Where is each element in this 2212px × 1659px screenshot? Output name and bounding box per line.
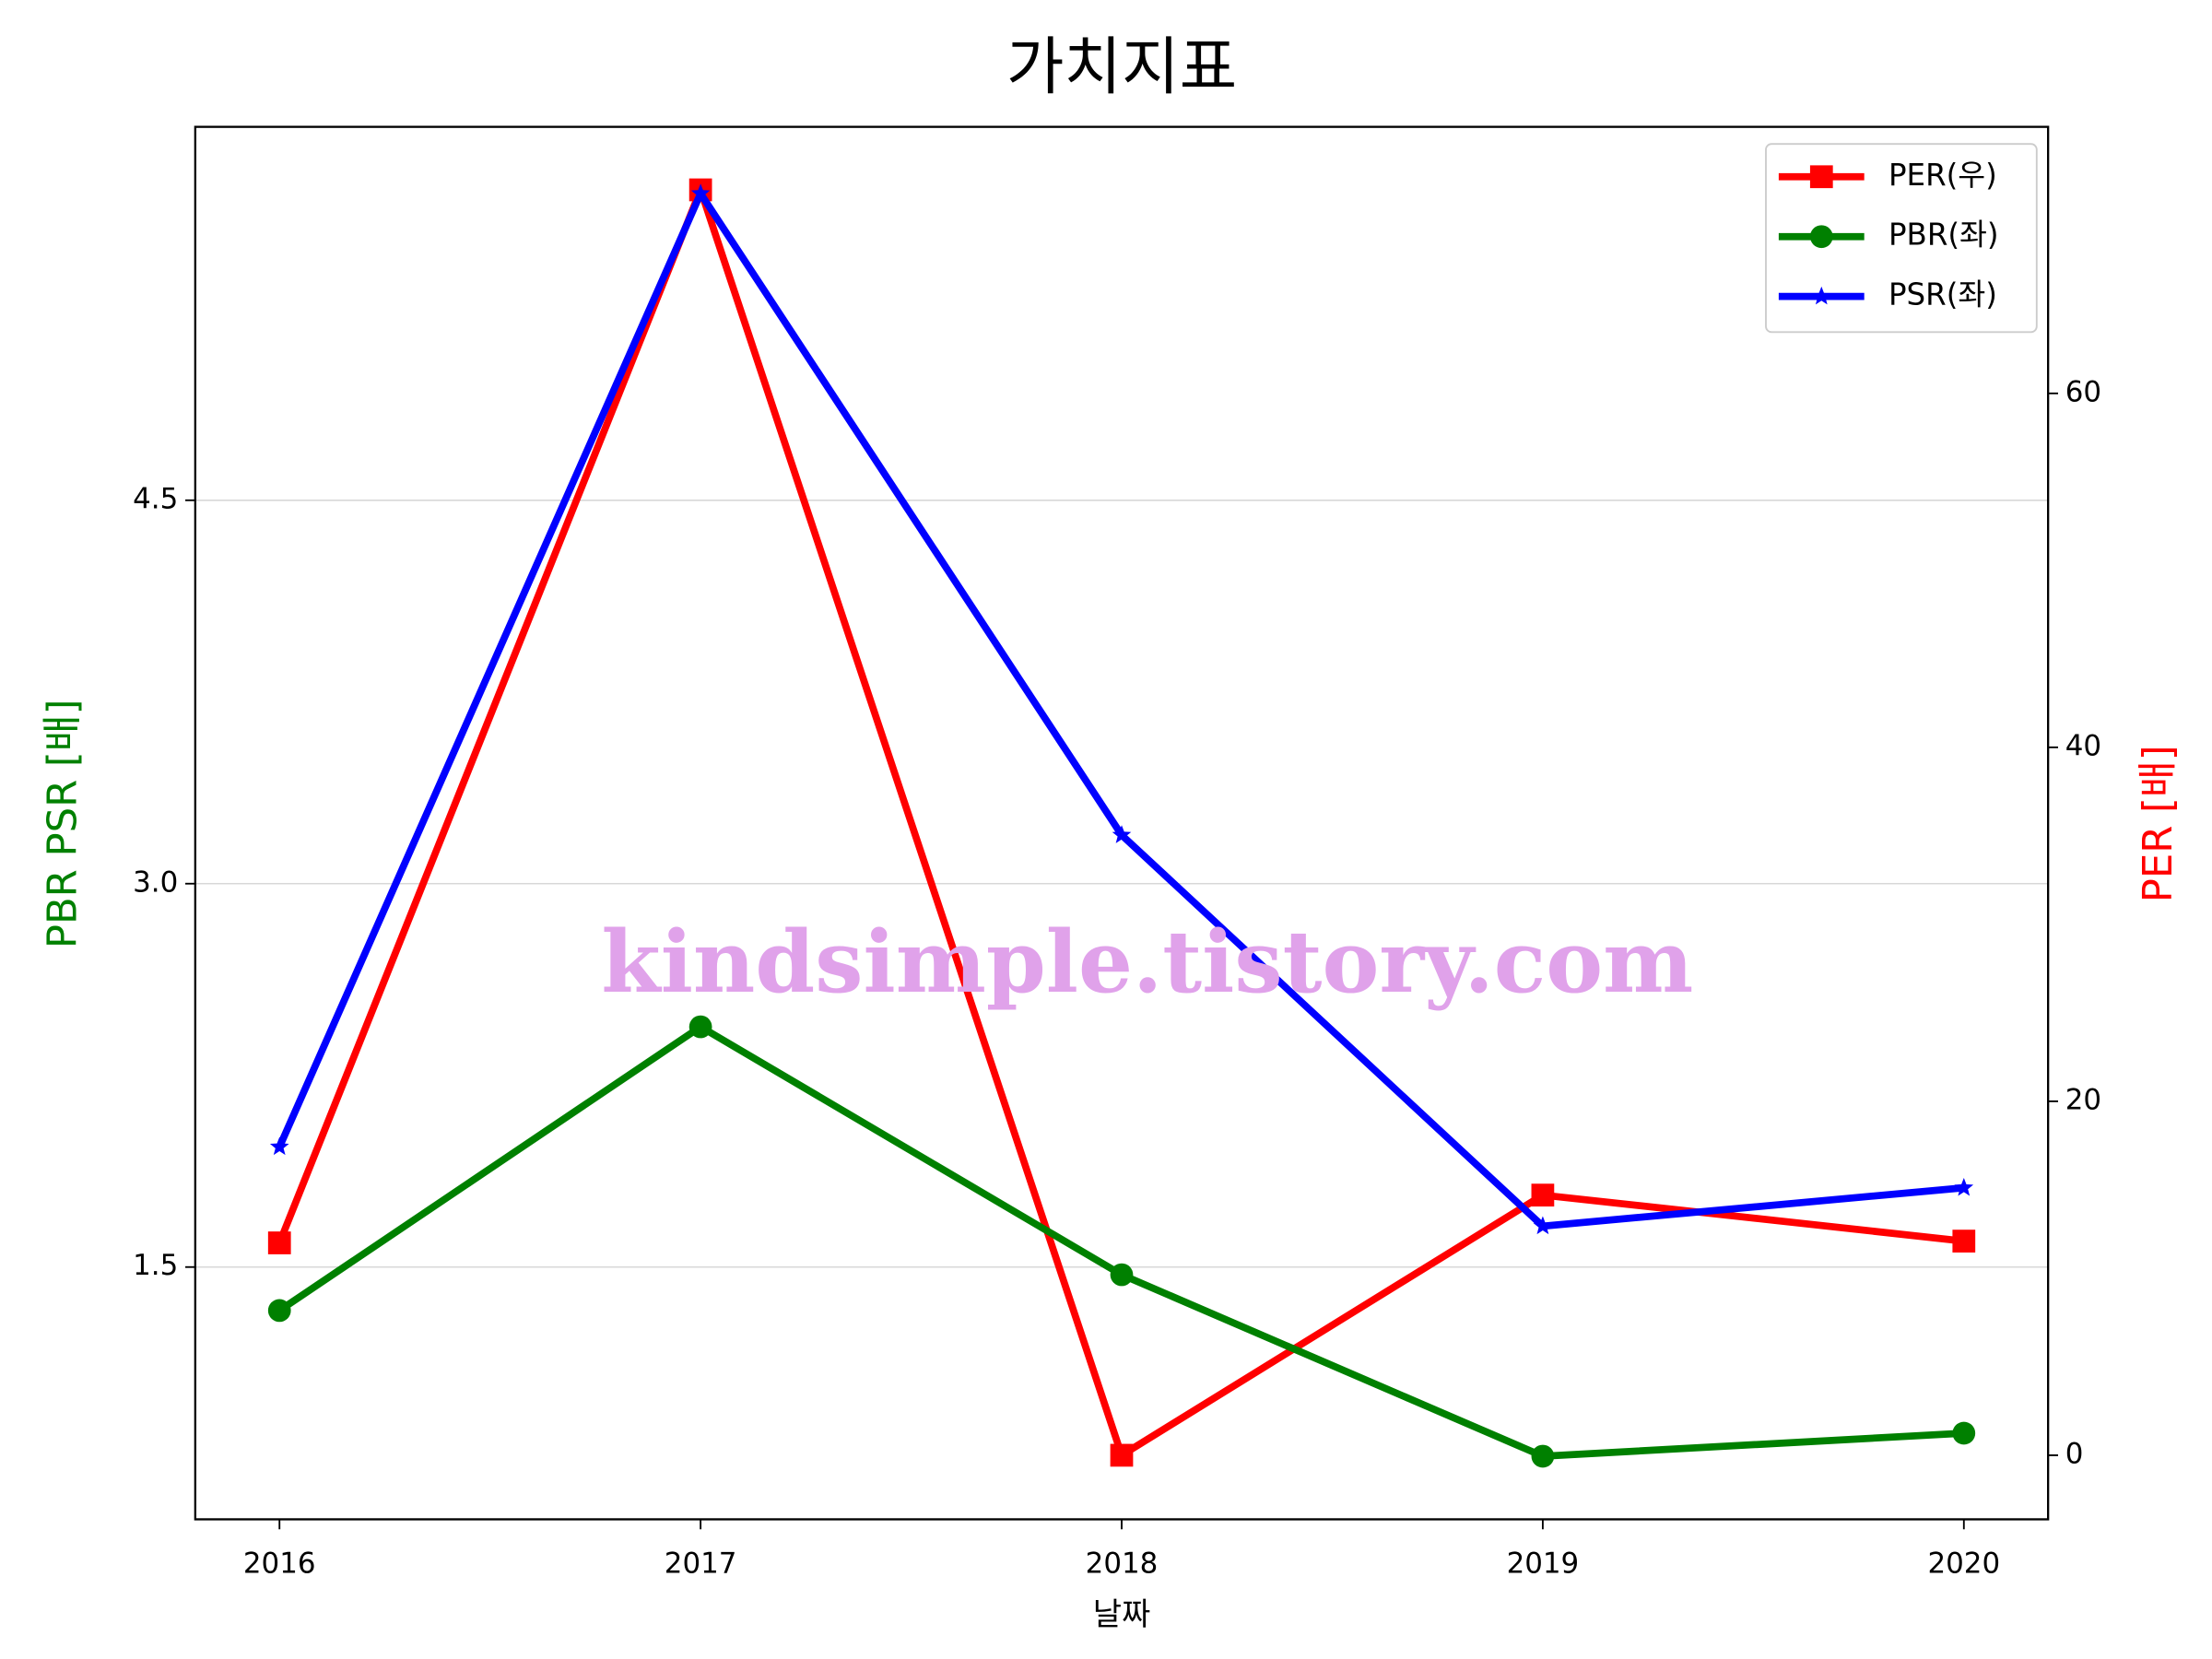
marker (1809, 165, 1833, 189)
y-tick-label: 4.5 (133, 482, 178, 515)
y2-tick-label: 60 (2065, 375, 2101, 408)
chart-title: 가치지표 (1006, 31, 1237, 104)
x-tick-label: 2019 (1507, 1547, 1580, 1580)
series (267, 1015, 1976, 1468)
y2-axis-label: PER [배] (2136, 745, 2182, 902)
y-axis-label: PBR PSR [배] (41, 700, 87, 949)
marker (688, 1015, 712, 1039)
marker (1533, 1216, 1553, 1235)
legend-label: PSR(좌) (1888, 277, 1997, 312)
y2-tick-label: 0 (2065, 1437, 2084, 1470)
marker (269, 1136, 289, 1156)
y-tick-label: 3.0 (133, 865, 178, 899)
marker (1110, 1443, 1134, 1467)
marker (1952, 1421, 1976, 1445)
plot-area (267, 178, 1976, 1468)
y2-tick-label: 20 (2065, 1083, 2101, 1116)
marker (1112, 825, 1132, 843)
marker (1952, 1230, 1976, 1253)
marker (1531, 1444, 1555, 1468)
x-tick-label: 2020 (1927, 1547, 2000, 1580)
watermark: kindsimple.tistory.com (601, 912, 1693, 1012)
marker (1809, 225, 1833, 249)
legend: PER(우) PBR(좌) PSR(좌) (1765, 143, 2038, 334)
legend-label: PER(우) (1888, 158, 1997, 193)
marker (1531, 1183, 1555, 1207)
marker (267, 1231, 291, 1254)
x-tick-label: 2018 (1086, 1547, 1159, 1580)
x-tick-label: 2017 (665, 1547, 737, 1580)
legend-frame (1765, 143, 2038, 334)
marker (1954, 1177, 1974, 1196)
y-tick-label: 1.5 (133, 1249, 178, 1282)
marker (267, 1299, 291, 1323)
x-tick-label: 2016 (243, 1547, 316, 1580)
y2-tick-label: 40 (2065, 729, 2101, 762)
marker (690, 183, 711, 202)
marker (1811, 286, 1831, 305)
x-axis-label: 날짜 (1093, 1596, 1151, 1633)
series (269, 183, 1974, 1235)
legend-label: PBR(좌) (1888, 218, 1999, 253)
marker (1110, 1263, 1134, 1287)
